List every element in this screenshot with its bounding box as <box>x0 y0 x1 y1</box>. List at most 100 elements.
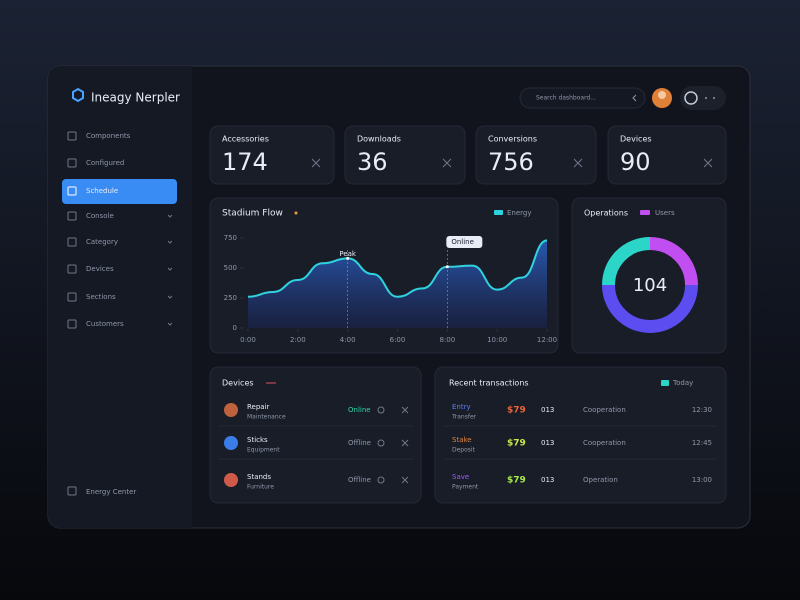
chart-title: Operations <box>584 209 628 218</box>
close-icon[interactable] <box>401 476 409 484</box>
close-icon[interactable] <box>573 158 583 168</box>
device-name: Repair <box>247 403 270 411</box>
close-icon[interactable] <box>401 406 409 414</box>
card <box>344 125 466 185</box>
nav-active <box>62 179 177 204</box>
menu-icon <box>684 91 698 105</box>
search-placeholder[interactable]: Search dashboard... <box>536 95 596 102</box>
card <box>434 366 727 504</box>
card <box>209 366 422 504</box>
tx-name: Save <box>452 473 469 481</box>
nav-item[interactable]: Category <box>86 238 118 246</box>
tx-name: Stake <box>452 436 472 444</box>
nav-icon <box>67 264 77 274</box>
close-icon[interactable] <box>401 439 409 447</box>
device-icon[interactable] <box>377 439 385 447</box>
tx-code: 013 <box>541 406 554 414</box>
nav-item[interactable]: Sections <box>86 293 116 301</box>
stat-label: Downloads <box>357 135 401 144</box>
tx-time: 12:30 <box>692 406 712 414</box>
y-tick-label: 750 <box>224 234 237 242</box>
device-sub: Maintenance <box>247 414 286 421</box>
stat-value: 90 <box>620 148 651 176</box>
x-tick-label: 4:00 <box>340 336 356 344</box>
nav-item[interactable]: Configured <box>86 159 124 167</box>
nav-chevron <box>167 214 173 218</box>
annotation: Peak <box>339 250 357 258</box>
device-avatar <box>224 436 238 450</box>
device-name: Sticks <box>247 436 268 444</box>
card-title: Recent transactions <box>449 379 529 388</box>
nav-icon <box>67 292 77 302</box>
nav-chevron <box>167 240 173 244</box>
close-icon[interactable] <box>311 158 321 168</box>
menu-dot <box>705 97 707 99</box>
nav-icon <box>67 319 77 329</box>
card <box>475 125 597 185</box>
legend-swatch <box>494 210 503 215</box>
donut-segment <box>602 237 651 286</box>
tx-sub: Transfer <box>451 414 477 421</box>
tx-amount: $79 <box>507 406 526 416</box>
nav-icon <box>67 237 77 247</box>
nav-icon <box>67 131 77 141</box>
nav-icon <box>67 158 77 168</box>
avatar-face <box>658 91 666 99</box>
tx-amount: $79 <box>507 476 526 486</box>
stat-value: 756 <box>488 148 534 176</box>
stat-value: 174 <box>222 148 268 176</box>
nav-item[interactable]: Customers <box>86 320 124 328</box>
device-icon[interactable] <box>377 406 385 414</box>
tx-sub: Deposit <box>452 447 476 454</box>
brand-logo <box>72 87 84 103</box>
device-name: Stands <box>247 473 271 481</box>
y-tick-label: 250 <box>224 294 237 302</box>
device-sub: Equipment <box>247 447 280 454</box>
nav-item[interactable]: Schedule <box>86 187 118 195</box>
nav-item[interactable]: Components <box>86 132 131 140</box>
device-icon[interactable] <box>377 476 385 484</box>
x-tick-label: 6:00 <box>390 336 406 344</box>
device-status: Offline <box>348 476 371 484</box>
donut-center: 104 <box>633 275 667 296</box>
nav-item[interactable]: Console <box>86 212 114 220</box>
stat-label: Conversions <box>488 135 537 144</box>
y-tick-label: 0 <box>233 324 237 332</box>
tx-desc: Operation <box>583 476 618 484</box>
legend-label: Users <box>655 209 675 217</box>
legend-label: Energy <box>507 209 532 217</box>
x-tick-label: 8:00 <box>439 336 455 344</box>
brand: Ineagy Nerpler <box>91 91 180 105</box>
tx-code: 013 <box>541 476 554 484</box>
x-tick-label: 2:00 <box>290 336 306 344</box>
x-tick-label: 10:00 <box>487 336 507 344</box>
legend-swatch <box>640 210 650 215</box>
device-status: Online <box>348 406 371 414</box>
footer-label[interactable]: Energy Center <box>86 488 136 496</box>
annotation-box <box>446 236 483 248</box>
x-tick-label: 0:00 <box>240 336 256 344</box>
tx-amount: $79 <box>507 439 526 449</box>
line-area <box>248 240 547 328</box>
title-dot <box>294 211 298 215</box>
tx-name: Entry <box>452 403 471 411</box>
menu-button[interactable] <box>680 86 726 110</box>
donut-segment <box>649 237 698 286</box>
nav-chevron <box>167 267 173 271</box>
chart-title: Stadium Flow <box>222 209 283 219</box>
stat-value: 36 <box>357 148 388 176</box>
nav-item[interactable]: Devices <box>86 265 114 273</box>
stat-label: Devices <box>620 135 652 144</box>
nav-chevron <box>167 322 173 326</box>
card-title: Devices <box>222 379 254 388</box>
menu-dot <box>713 97 715 99</box>
nav-chevron <box>167 295 173 299</box>
close-icon[interactable] <box>703 158 713 168</box>
tx-desc: Cooperation <box>583 406 626 414</box>
card <box>209 197 559 354</box>
legend-label: Today <box>672 379 693 387</box>
close-icon[interactable] <box>442 158 452 168</box>
search-box[interactable] <box>519 87 646 109</box>
search-icon <box>632 94 637 102</box>
tx-desc: Cooperation <box>583 439 626 447</box>
